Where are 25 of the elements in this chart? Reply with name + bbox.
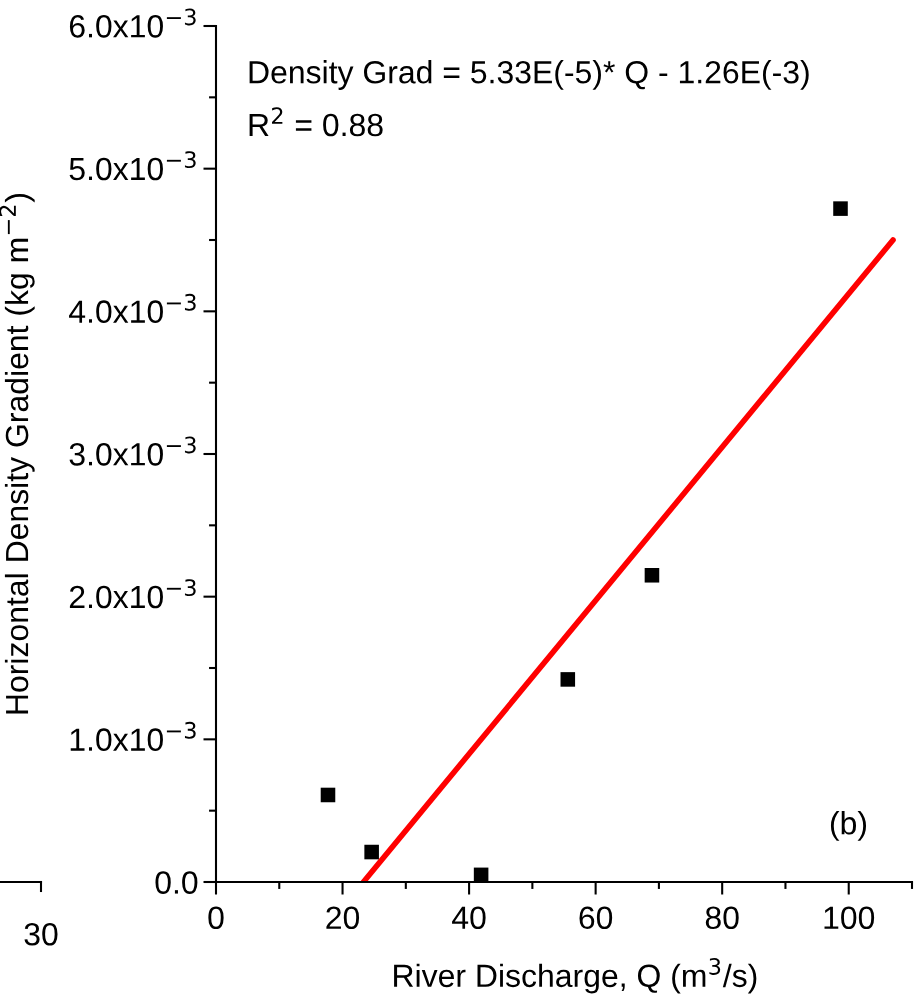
x-tick-label: 80 — [705, 906, 739, 930]
text: 30 — [24, 922, 58, 946]
y-tick-label: 3.0x10$^{−3}$ — [69, 436, 196, 466]
y-tick-label: 6.0x10$^{−3}$ — [69, 8, 196, 38]
x-tick-label: 100 — [824, 906, 875, 930]
point — [644, 567, 660, 583]
annotation: R$^{2}$ = 0.88 — [249, 107, 383, 137]
y-tick-label: 0.0 — [155, 871, 198, 894]
y-tick-label: 2.0x10$^{−3}$ — [69, 579, 196, 609]
point — [833, 201, 848, 216]
x-tick-label: 40 — [452, 906, 486, 930]
y-tick-label: 4.0x10$^{−3}$ — [69, 293, 196, 323]
annotation: (b) — [830, 811, 867, 841]
x-axis-title: River Discharge, Q (m$^{3}$/s) — [394, 958, 757, 994]
point — [473, 867, 489, 882]
y-axis-title: Horizontal Density Gradient (kg m$^{−2}$) — [0, 193, 35, 714]
point — [364, 844, 379, 860]
y-tick-label: 5.0x10$^{−3}$ — [69, 151, 196, 181]
point — [560, 672, 576, 687]
x-tick-label: 0 — [208, 906, 224, 930]
point — [320, 787, 336, 803]
x-tick-label: 20 — [326, 906, 360, 930]
y-tick-label: 1.0x10$^{−3}$ — [70, 721, 196, 751]
x-tick-label: 60 — [579, 906, 613, 930]
annotation: Density Grad = 5.33E(-5)* Q - 1.26E(-3) — [249, 60, 809, 90]
